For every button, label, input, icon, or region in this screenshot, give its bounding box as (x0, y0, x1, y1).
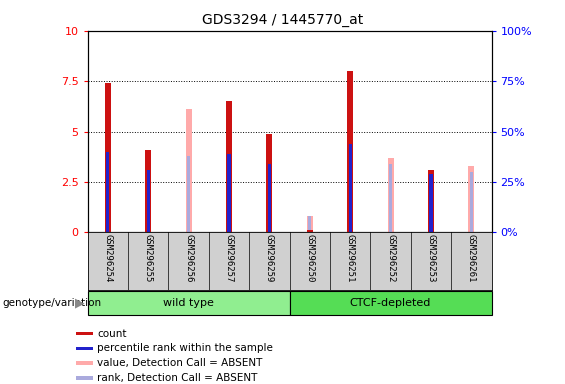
Bar (470, 172, 473, 232)
Bar (349, 144, 352, 232)
Bar (145, 150, 151, 232)
Bar (308, 216, 311, 232)
Text: ▶: ▶ (75, 296, 85, 310)
Text: CTCF-depleted: CTCF-depleted (350, 298, 431, 308)
Bar (389, 164, 392, 232)
Text: GDS3294 / 1445770_at: GDS3294 / 1445770_at (202, 13, 363, 27)
Text: rank, Detection Call = ABSENT: rank, Detection Call = ABSENT (97, 373, 258, 383)
Text: GSM296250: GSM296250 (305, 234, 314, 282)
Text: GSM296257: GSM296257 (224, 234, 233, 282)
Text: GSM296255: GSM296255 (144, 234, 153, 282)
Text: wild type: wild type (163, 298, 214, 308)
Text: percentile rank within the sample: percentile rank within the sample (97, 343, 273, 353)
Text: GSM296259: GSM296259 (265, 234, 274, 282)
Bar (76, 376, 93, 379)
FancyBboxPatch shape (88, 291, 289, 316)
Bar (388, 158, 394, 232)
Bar (106, 152, 110, 232)
Text: GSM296254: GSM296254 (103, 234, 112, 282)
Bar (76, 361, 93, 365)
Text: GSM296251: GSM296251 (346, 234, 355, 282)
Bar (146, 170, 150, 232)
Bar (187, 156, 190, 232)
Bar (105, 83, 111, 232)
Bar (185, 109, 192, 232)
Bar (266, 134, 272, 232)
Bar (76, 347, 93, 350)
Text: GSM296256: GSM296256 (184, 234, 193, 282)
Bar (307, 230, 313, 232)
Text: genotype/variation: genotype/variation (3, 298, 102, 308)
Bar (347, 71, 353, 232)
Bar (268, 164, 271, 232)
Text: GSM296261: GSM296261 (467, 234, 476, 282)
Bar (429, 174, 433, 232)
Bar (227, 154, 231, 232)
Text: GSM296253: GSM296253 (427, 234, 436, 282)
Bar (226, 101, 232, 232)
Bar (428, 170, 434, 232)
Text: count: count (97, 329, 127, 339)
Text: GSM296252: GSM296252 (386, 234, 395, 282)
Bar (307, 216, 313, 232)
FancyBboxPatch shape (289, 291, 492, 316)
Bar (468, 166, 475, 232)
Bar (76, 332, 93, 335)
Text: value, Detection Call = ABSENT: value, Detection Call = ABSENT (97, 358, 262, 368)
